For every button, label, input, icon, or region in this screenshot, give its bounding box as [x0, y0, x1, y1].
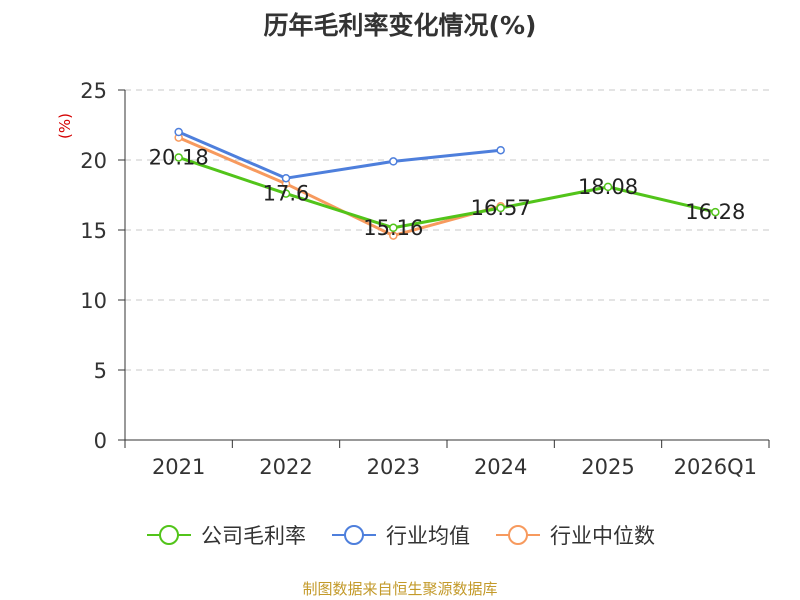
data-label: 20.18: [149, 145, 209, 169]
series-line: [178, 156, 716, 230]
x-tick-label: 2023: [367, 455, 420, 479]
data-point: [496, 203, 505, 213]
x-tick-label: 2021: [152, 455, 205, 479]
x-tick-label: 2024: [474, 455, 527, 479]
legend: 公司毛利率 行业均值 行业中位数: [0, 520, 800, 550]
data-point: [603, 182, 613, 192]
data-point: [711, 207, 720, 217]
legend-label: 行业均值: [386, 524, 470, 548]
x-tick-label: 2022: [259, 455, 312, 479]
legend-label: 行业中位数: [550, 524, 655, 548]
series-line: [178, 130, 501, 180]
data-label: 18.08: [578, 175, 638, 199]
data-point: [496, 145, 505, 155]
legend-marker-icon: [147, 525, 191, 545]
chart-title: 历年毛利率变化情况(%): [263, 11, 537, 40]
legend-item[interactable]: 公司毛利率: [145, 520, 306, 550]
legend-item[interactable]: 行业中位数: [494, 520, 655, 550]
data-point: [389, 223, 398, 233]
legend-marker-icon: [496, 525, 540, 545]
y-tick-label: 10: [80, 289, 107, 313]
legend-label: 公司毛利率: [201, 524, 306, 548]
y-tick-label: 15: [80, 219, 107, 243]
x-tick-label: 2025: [581, 455, 634, 479]
source-note: 制图数据来自恒生聚源数据库: [302, 580, 498, 598]
data-point: [281, 189, 291, 198]
data-label: 16.57: [471, 196, 531, 220]
x-tick-label: 2026Q1: [674, 455, 757, 479]
y-tick-label: 0: [94, 429, 107, 453]
data-point: [281, 173, 291, 183]
data-label: 15.16: [363, 216, 423, 240]
data-label: 17.6: [263, 182, 310, 206]
data-label: 16.28: [685, 200, 745, 224]
y-tick-label: 25: [80, 79, 107, 103]
legend-marker-icon: [332, 525, 376, 545]
data-point: [389, 157, 398, 166]
data-point: [174, 127, 183, 137]
legend-item[interactable]: 行业均值: [330, 520, 470, 550]
y-tick-label: 5: [94, 359, 107, 383]
y-tick-label: 20: [80, 149, 107, 173]
y-axis-label: (%): [56, 113, 74, 139]
data-point: [174, 153, 183, 162]
data-point: [389, 231, 398, 240]
